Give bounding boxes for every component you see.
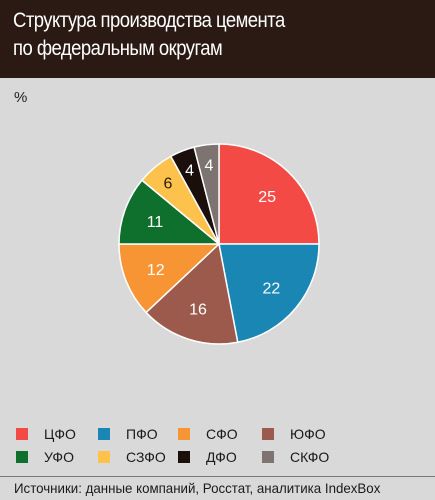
slice-value-label-3: 16 bbox=[189, 302, 207, 319]
slice-value-label-6: 6 bbox=[164, 175, 173, 192]
pie-slice-4 bbox=[118, 243, 221, 314]
slice-value-label-2: 22 bbox=[263, 280, 281, 297]
legend-item: СКФО bbox=[262, 447, 329, 467]
legend-label: ДФО bbox=[206, 449, 237, 465]
legend-swatch bbox=[262, 428, 274, 440]
slice-value-label-4: 12 bbox=[147, 262, 165, 279]
legend-label: СФО bbox=[206, 426, 238, 442]
legend-item: ДФО bbox=[178, 447, 237, 467]
legend-swatch bbox=[98, 428, 110, 440]
legend-item: УФО bbox=[16, 447, 74, 467]
legend-label: СКФО bbox=[290, 449, 330, 465]
source-note: Источники: данные компаний, Росстат, ана… bbox=[14, 480, 381, 496]
legend-swatch bbox=[16, 451, 28, 463]
slice-value-label-8: 4 bbox=[205, 158, 214, 175]
legend-label: СЗФО bbox=[126, 449, 166, 465]
footer: Источники: данные компаний, Росстат, ана… bbox=[0, 476, 435, 500]
pie-slice-3 bbox=[145, 242, 239, 345]
slice-value-label-5: 11 bbox=[147, 214, 164, 231]
legend-label: ЮФО bbox=[290, 426, 326, 442]
pie-slice-5 bbox=[118, 179, 222, 245]
pie-slice-1 bbox=[218, 143, 320, 245]
legend-item: ЦФО bbox=[16, 424, 76, 444]
legend-item: ПФО bbox=[98, 424, 158, 444]
legend-item: СФО bbox=[178, 424, 238, 444]
pie-slice-2 bbox=[218, 243, 320, 344]
legend-swatch bbox=[98, 451, 110, 463]
legend-swatch bbox=[178, 428, 190, 440]
legend-label: ПФО bbox=[126, 426, 158, 442]
chart-title-line-2: по федеральным округам bbox=[13, 37, 223, 60]
legend-item: СЗФО bbox=[98, 447, 166, 467]
legend-label: ЦФО bbox=[44, 426, 76, 442]
legend-item: ЮФО bbox=[262, 424, 326, 444]
legend-swatch bbox=[178, 451, 190, 463]
legend-label: УФО bbox=[44, 449, 74, 465]
chart-title-line-1: Структура производства цемента bbox=[13, 9, 285, 32]
pie-slice-8 bbox=[193, 143, 220, 245]
unit-label: % bbox=[14, 89, 28, 106]
legend-swatch bbox=[262, 451, 274, 463]
slice-value-label-7: 4 bbox=[185, 163, 194, 180]
header-bar: Структура производства цемента по федера… bbox=[0, 0, 435, 78]
slice-value-label-1: 25 bbox=[258, 189, 276, 206]
legend-swatch bbox=[16, 428, 28, 440]
